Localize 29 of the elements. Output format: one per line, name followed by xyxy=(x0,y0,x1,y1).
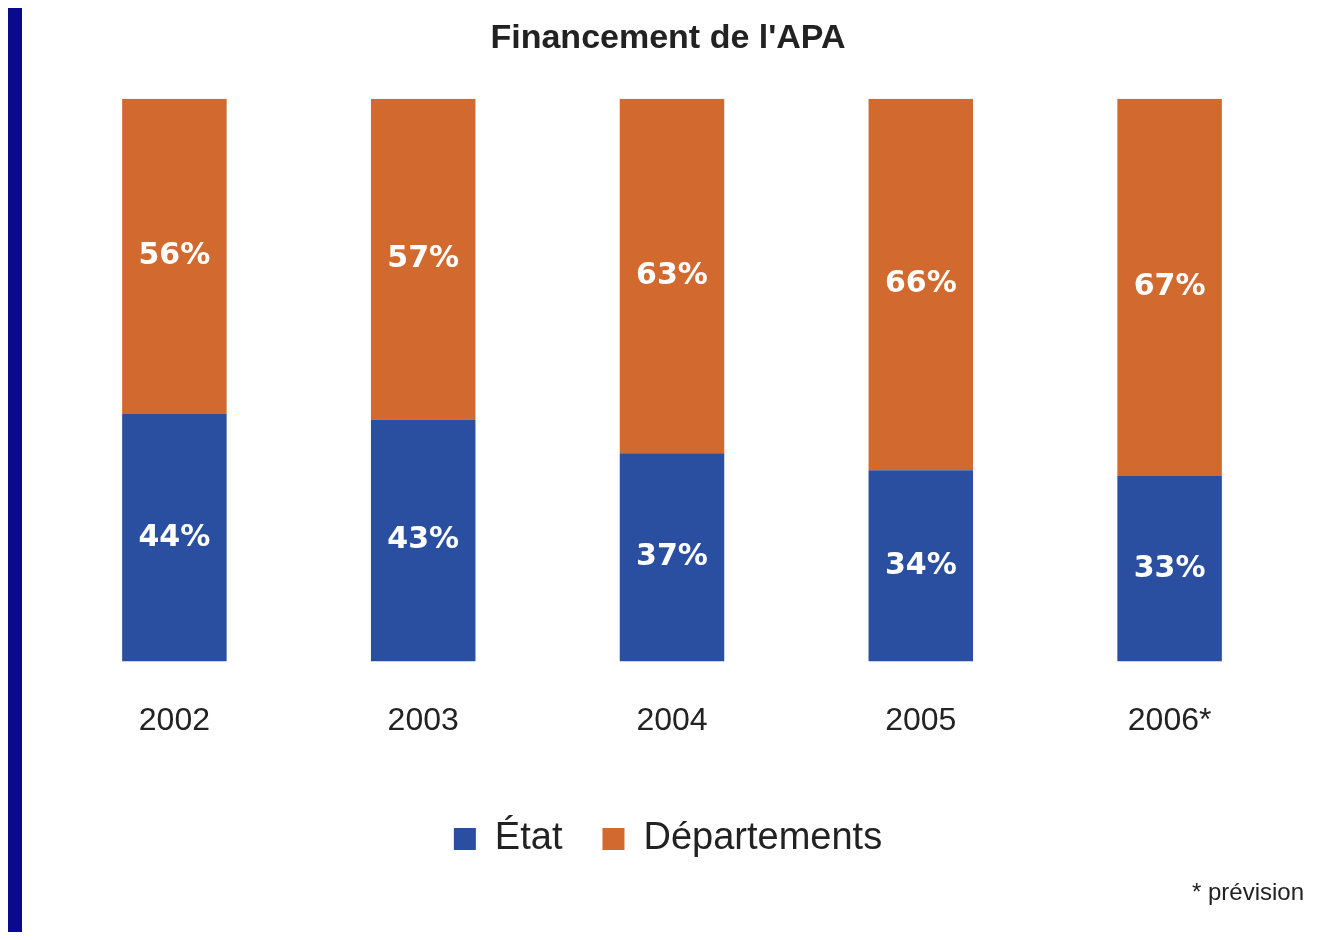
x-tick-label: 2004 xyxy=(636,700,708,737)
chart-title: Financement de l'APA xyxy=(490,16,846,55)
x-tick-label: 2006* xyxy=(1127,700,1212,737)
data-label: 43% xyxy=(387,520,460,556)
bar xyxy=(619,98,725,454)
x-tick-label: 2005 xyxy=(885,700,957,737)
data-label: 57% xyxy=(387,238,460,274)
data-label: 34% xyxy=(884,545,957,581)
data-label: 66% xyxy=(884,264,957,300)
data-label: 56% xyxy=(138,236,211,272)
legend-label: État xyxy=(494,815,563,858)
bar xyxy=(619,453,725,662)
bar xyxy=(1117,98,1222,476)
x-tick-label: 2003 xyxy=(387,700,459,737)
data-label: 33% xyxy=(1133,548,1206,584)
bar xyxy=(868,470,974,662)
data-label: 67% xyxy=(1133,267,1206,303)
data-label: 44% xyxy=(138,517,211,553)
data-label: 37% xyxy=(636,537,708,573)
bar xyxy=(868,98,974,471)
bar xyxy=(370,98,476,420)
bar xyxy=(370,419,476,662)
bar xyxy=(122,413,227,662)
bar xyxy=(1117,475,1222,662)
bar xyxy=(122,98,227,414)
legend-label: Départements xyxy=(643,815,883,858)
text: * prévision xyxy=(1191,878,1304,906)
data-label: 63% xyxy=(636,255,708,291)
x-tick-label: 2002 xyxy=(138,700,210,737)
